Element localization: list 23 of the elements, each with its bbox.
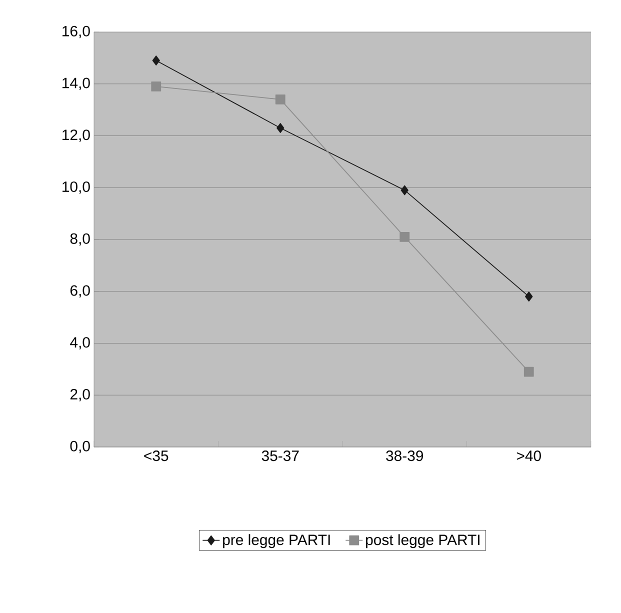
y-tick-label: 8,0 bbox=[70, 233, 90, 246]
point bbox=[275, 94, 286, 104]
y-tick-label: 0,0 bbox=[70, 440, 90, 454]
x-tick-label: 38-39 bbox=[386, 450, 424, 462]
point bbox=[152, 56, 160, 66]
point bbox=[400, 185, 408, 196]
x-tick-label: 35-37 bbox=[262, 450, 299, 462]
point bbox=[525, 292, 533, 302]
x-tick-label: >40 bbox=[516, 450, 541, 462]
y-tick-label: 14,0 bbox=[62, 78, 90, 90]
y-tick-label: 10,0 bbox=[62, 181, 90, 194]
point bbox=[276, 123, 284, 133]
point bbox=[400, 232, 410, 242]
legend-label: pre legge PARTI bbox=[223, 534, 330, 548]
point bbox=[524, 366, 534, 377]
y-tick-label: 12,0 bbox=[62, 130, 90, 142]
x-tick-label: <35 bbox=[144, 450, 168, 462]
y-tick-label: 4,0 bbox=[70, 337, 90, 350]
y-tick-label: 16,0 bbox=[62, 26, 90, 38]
y-tick-label: 2,0 bbox=[70, 388, 90, 402]
legend-label: post legge PARTI bbox=[366, 534, 480, 548]
y-tick-label: 6,0 bbox=[70, 285, 90, 298]
point bbox=[151, 82, 162, 92]
